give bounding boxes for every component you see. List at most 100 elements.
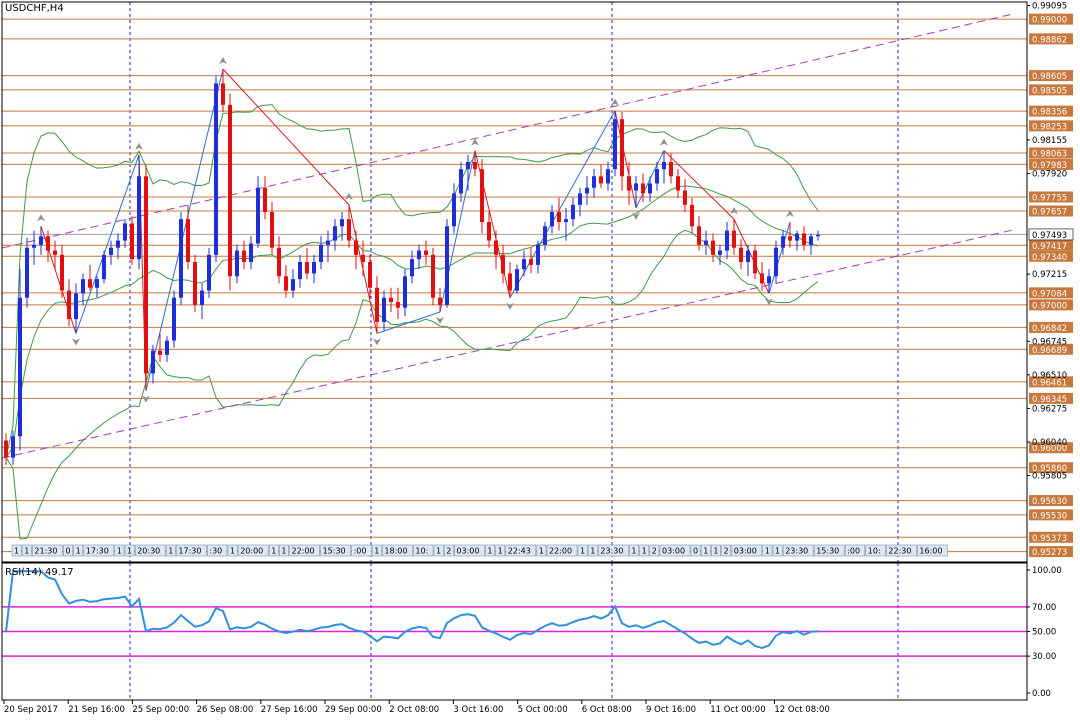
candle [4, 433, 8, 465]
level-label-text: 0.97340 [1032, 253, 1067, 263]
level-label: 0.95860 [1029, 462, 1073, 474]
event-label-bg [505, 544, 537, 557]
event-label-bg [73, 544, 84, 557]
candle [249, 236, 253, 270]
candle [522, 250, 526, 277]
candle-body [550, 212, 554, 227]
event-label-text: 15:30 [816, 547, 839, 556]
event-label-text: 03:00 [456, 547, 479, 556]
x-tick-label: 25 Sep 00:00 [132, 705, 189, 715]
candle-body [74, 293, 78, 320]
price-tick-label: 0.96745 [1032, 337, 1067, 347]
candle-body [795, 233, 799, 241]
candle-body [305, 262, 309, 274]
candle-body [459, 169, 463, 194]
zigzag-segment [509, 110, 616, 298]
event-label: 22:00 [546, 544, 578, 557]
candle-body [410, 259, 414, 277]
candle [67, 279, 71, 327]
candle-body [781, 236, 785, 248]
event-label-text: 1 [168, 547, 173, 556]
event-label-bg [114, 544, 125, 557]
event-label-bg [690, 544, 701, 557]
level-label: 0.97000 [1029, 299, 1073, 311]
level-label: 0.97983 [1029, 158, 1073, 171]
event-label-bg [844, 544, 866, 557]
candle [116, 233, 120, 260]
event-label-text: 1 [590, 547, 595, 556]
event-label: 1 [268, 544, 279, 557]
level-label-text: 0.97983 [1032, 161, 1067, 171]
candle [165, 336, 169, 362]
candle [683, 179, 687, 212]
candle [298, 254, 302, 288]
level-label-text: 0.95860 [1032, 464, 1067, 474]
event-label-text: 03:00 [662, 547, 685, 556]
event-label: 17:30 [176, 544, 207, 557]
candle [459, 162, 463, 202]
fractal-down-icon [373, 338, 381, 346]
candle [158, 333, 162, 362]
event-label-bg [413, 544, 434, 557]
candle [473, 150, 477, 177]
fractal-down-icon [142, 395, 150, 403]
event-label: 23:30 [598, 544, 629, 557]
event-label-text: 22:30 [888, 547, 911, 556]
candle-body [11, 436, 15, 458]
candle-body [613, 119, 617, 170]
level-label-bg [1029, 343, 1073, 355]
candle-body [788, 236, 792, 241]
level-label-text: 0.98505 [1032, 86, 1067, 96]
event-label-text: 0 [693, 547, 698, 556]
candle-body [214, 83, 218, 255]
candle [557, 197, 561, 231]
candle-body [697, 226, 701, 245]
event-label: 2 [721, 544, 732, 557]
level-label-text: 0.97417 [1032, 242, 1067, 252]
candle-body [172, 297, 176, 341]
level-label-bg [1029, 239, 1073, 251]
candle [508, 262, 512, 298]
fractal-down-icon [436, 317, 444, 324]
current-price-label: 0.97493 [1028, 228, 1074, 241]
candle [123, 219, 127, 248]
event-label-bg [700, 544, 711, 557]
level-label-text: 0.97657 [1032, 208, 1067, 218]
x-tick-label: 20 Sep 2017 [4, 705, 58, 715]
candle [214, 76, 218, 262]
x-tick-label: 21 Sep 16:00 [68, 705, 125, 715]
level-label-text: 0.97755 [1032, 194, 1067, 204]
event-label: 2 [443, 544, 454, 557]
zigzag-segment [75, 154, 140, 334]
fractal-up-icon [219, 57, 227, 65]
level-label-text: 0.96000 [1032, 444, 1067, 454]
candle [760, 262, 764, 291]
level-label-bg [1029, 250, 1073, 262]
level-label-text: 0.96461 [1032, 378, 1067, 388]
level-label: 0.97084 [1029, 287, 1073, 299]
candle-body [627, 176, 631, 191]
fractal-up-icon [611, 98, 619, 106]
event-label-text: 22:43 [508, 547, 531, 556]
event-label-text: :30 [209, 547, 222, 556]
rsi-tick-label: 100.00 [1032, 566, 1062, 576]
candle-body [228, 104, 232, 277]
event-label-bg [279, 544, 289, 557]
candle [291, 269, 295, 298]
event-label: 1 [114, 544, 125, 557]
candle-body [326, 240, 330, 245]
candle-body [606, 169, 610, 184]
candle-body [760, 273, 764, 284]
candle-body [746, 250, 750, 262]
candle-body [571, 204, 575, 220]
event-label-bg [649, 544, 660, 557]
candle-body [46, 236, 50, 251]
fractal-down-icon [632, 212, 640, 220]
candle [333, 219, 337, 251]
candle [739, 239, 743, 270]
event-label: 0 [63, 544, 73, 557]
chart-title: USDCHF,H4 [5, 3, 64, 14]
candle [655, 162, 659, 191]
